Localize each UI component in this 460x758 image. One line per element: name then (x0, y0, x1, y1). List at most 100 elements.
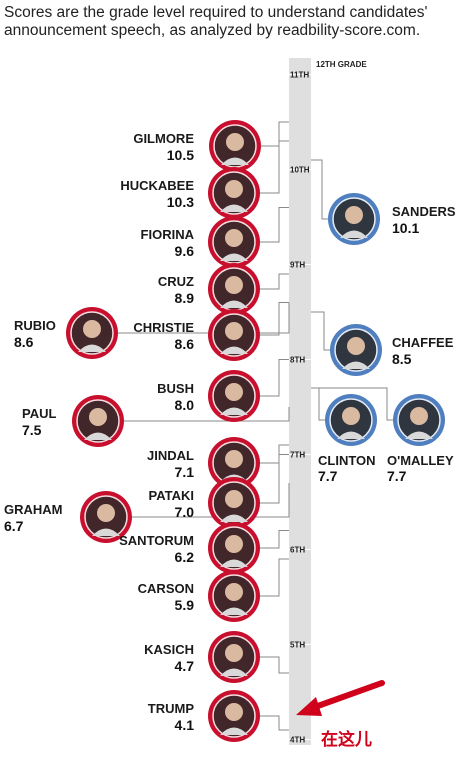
candidate-name-rubio: RUBIO (14, 318, 56, 333)
candidate-name-pataki: PATAKI (149, 488, 195, 503)
leader-trump (260, 715, 289, 731)
candidate-score-chaffee: 8.5 (392, 351, 412, 367)
tick-label-12th-grade: 12TH GRADE (316, 60, 367, 69)
portrait-collar-fiorina (220, 253, 248, 261)
candidate-score-huckabee: 10.3 (167, 194, 194, 210)
leader-lines (118, 121, 393, 731)
portrait-face-paul (89, 408, 107, 426)
candidate-name-chaffee: CHAFFEE (392, 335, 454, 350)
portrait-face-huckabee (225, 180, 243, 198)
candidate-score-o-malley: 7.7 (387, 468, 407, 484)
candidate-score-pataki: 7.0 (175, 504, 195, 520)
candidate-score-paul: 7.5 (22, 422, 42, 438)
portrait-face-o-malley (410, 407, 428, 425)
tick-label-th: 5TH (290, 641, 305, 650)
portrait-face-gilmore (226, 133, 244, 151)
tick-label-th: 11TH (290, 71, 309, 80)
tick-label-th: 8TH (290, 356, 305, 365)
candidate-name-paul: PAUL (22, 406, 56, 421)
portrait-face-fiorina (225, 229, 243, 247)
annotation-arrow-head (296, 697, 322, 716)
chart-subtitle: Scores are the grade level required to u… (4, 4, 428, 39)
candidate-score-christie: 8.6 (175, 336, 195, 352)
portrait-collar-huckabee (220, 204, 248, 212)
candidate-name-gilmore: GILMORE (133, 131, 194, 146)
portrait-collar-chaffee (342, 361, 370, 369)
tick-label-th: 9TH (290, 261, 305, 270)
candidate-score-bush: 8.0 (175, 397, 195, 413)
candidate-name-kasich: KASICH (144, 642, 194, 657)
portrait-collar-o-malley (405, 431, 433, 439)
leader-gilmore (261, 121, 289, 147)
grade-scale-bar (289, 58, 311, 745)
annotation-label: 在这儿 (321, 729, 372, 750)
candidate-score-rubio: 8.6 (14, 334, 34, 350)
candidate-score-carson: 5.9 (175, 597, 195, 613)
candidate-name-carson: CARSON (138, 581, 194, 596)
annotation-arrow-shaft (312, 680, 385, 710)
portrait-face-santorum (225, 535, 243, 553)
candidate-score-kasich: 4.7 (175, 658, 195, 674)
candidate-score-graham: 6.7 (4, 518, 24, 534)
candidate-name-huckabee: HUCKABEE (120, 178, 194, 193)
leader-rubio (118, 302, 290, 334)
portrait-collar-santorum (220, 559, 248, 567)
tick-label-th: 6TH (290, 546, 305, 555)
portrait-face-sanders (345, 206, 363, 224)
candidate-score-trump: 4.1 (175, 717, 195, 733)
candidate-score-sanders: 10.1 (392, 220, 419, 236)
portrait-collar-trump (220, 727, 248, 735)
portrait-collar-clinton (337, 431, 365, 439)
portrait-face-carson (225, 583, 243, 601)
leader-pataki (260, 454, 289, 504)
leader-bush (260, 359, 289, 397)
portrait-face-chaffee (347, 337, 365, 355)
portrait-collar-carson (220, 607, 248, 615)
portrait-face-kasich (225, 644, 243, 662)
leader-kasich (260, 656, 289, 674)
candidate-name-cruz: CRUZ (158, 274, 194, 289)
leader-chaffee (311, 311, 330, 351)
portrait-face-trump (225, 703, 243, 721)
portrait-collar-sanders (340, 230, 368, 238)
portrait-face-graham (97, 504, 115, 522)
candidate-name-jindal: JINDAL (147, 448, 194, 463)
portrait-collar-rubio (78, 344, 106, 352)
candidate-name-graham: GRAHAM (4, 502, 63, 517)
leader-o-malley (311, 387, 393, 421)
leader-huckabee (260, 140, 289, 194)
leader-graham (132, 483, 290, 518)
leader-carson (260, 558, 289, 597)
portrait-face-clinton (342, 407, 360, 425)
portrait-face-bush (225, 383, 243, 401)
candidate-name-sanders: SANDERS (392, 204, 456, 219)
leader-fiorina (260, 207, 289, 243)
candidate-score-santorum: 6.2 (175, 549, 195, 565)
tick-label-th: 4TH (290, 736, 305, 745)
portrait-face-christie (225, 322, 243, 340)
candidate-score-cruz: 8.9 (175, 290, 195, 306)
portrait-collar-gilmore (221, 157, 249, 165)
candidate-name-o-malley: O'MALLEY (387, 453, 454, 468)
leader-clinton (311, 387, 325, 421)
leader-santorum (260, 530, 289, 549)
leader-cruz (260, 273, 289, 290)
tick-label-th: 10TH (290, 166, 310, 175)
leader-paul (124, 407, 290, 422)
leader-sanders (311, 159, 328, 220)
leader-christie (260, 302, 289, 336)
candidate-score-jindal: 7.1 (175, 464, 195, 480)
candidate-score-gilmore: 10.5 (167, 147, 194, 163)
portrait-face-pataki (225, 490, 243, 508)
portrait-collar-christie (220, 346, 248, 354)
candidate-name-santorum: SANTORUM (119, 533, 194, 548)
portrait-face-cruz (225, 276, 243, 294)
portrait-collar-bush (220, 407, 248, 415)
candidate-name-trump: TRUMP (148, 701, 195, 716)
portrait-collar-pataki (220, 514, 248, 522)
candidate-name-bush: BUSH (157, 381, 194, 396)
portrait-collar-cruz (220, 300, 248, 308)
candidate-name-fiorina: FIORINA (141, 227, 195, 242)
candidate-name-christie: CHRISTIE (133, 320, 194, 335)
